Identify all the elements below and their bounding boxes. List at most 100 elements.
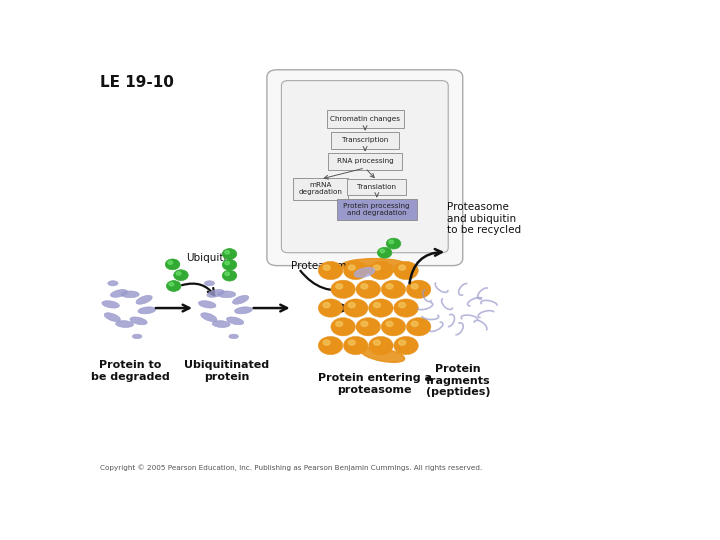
FancyBboxPatch shape <box>293 178 348 200</box>
Circle shape <box>225 272 230 275</box>
Circle shape <box>331 318 356 336</box>
Circle shape <box>406 280 431 299</box>
Circle shape <box>356 280 381 299</box>
Circle shape <box>356 318 381 336</box>
Circle shape <box>381 318 406 336</box>
Circle shape <box>394 261 418 280</box>
Circle shape <box>386 321 393 326</box>
Circle shape <box>323 265 330 270</box>
Circle shape <box>411 284 418 289</box>
Ellipse shape <box>235 307 252 314</box>
Text: Chromatin changes: Chromatin changes <box>330 116 400 122</box>
Circle shape <box>323 340 330 345</box>
Ellipse shape <box>354 268 374 277</box>
Text: Copyright © 2005 Pearson Education, Inc. Publishing as Pearson Benjamin Cummings: Copyright © 2005 Pearson Education, Inc.… <box>100 465 482 471</box>
Ellipse shape <box>204 281 215 286</box>
Circle shape <box>348 265 355 270</box>
Text: Protein processing
and degradation: Protein processing and degradation <box>343 203 410 216</box>
Text: Proteasome: Proteasome <box>291 261 353 271</box>
Circle shape <box>348 340 355 345</box>
Ellipse shape <box>199 301 216 308</box>
Circle shape <box>169 282 174 286</box>
Ellipse shape <box>138 307 156 314</box>
Ellipse shape <box>361 348 405 362</box>
Circle shape <box>369 261 393 280</box>
FancyBboxPatch shape <box>327 110 404 128</box>
Ellipse shape <box>201 313 217 322</box>
Circle shape <box>361 321 368 326</box>
Circle shape <box>411 321 418 326</box>
Ellipse shape <box>116 321 134 327</box>
FancyBboxPatch shape <box>337 199 417 220</box>
Circle shape <box>348 302 355 308</box>
Ellipse shape <box>227 317 243 325</box>
Ellipse shape <box>233 295 249 304</box>
Ellipse shape <box>102 301 120 308</box>
FancyBboxPatch shape <box>328 153 402 170</box>
Circle shape <box>318 299 343 317</box>
Ellipse shape <box>132 334 142 339</box>
Circle shape <box>176 272 181 275</box>
Circle shape <box>369 336 393 355</box>
Circle shape <box>369 299 393 317</box>
Ellipse shape <box>110 289 127 298</box>
Text: Ubiquitin: Ubiquitin <box>186 253 234 263</box>
Circle shape <box>374 340 380 345</box>
Text: RNA processing: RNA processing <box>337 158 393 164</box>
Text: LE 19-10: LE 19-10 <box>100 75 174 90</box>
Circle shape <box>225 261 230 265</box>
Circle shape <box>377 247 392 258</box>
Circle shape <box>166 259 180 270</box>
Circle shape <box>343 299 368 317</box>
Circle shape <box>336 284 343 289</box>
Ellipse shape <box>341 259 408 273</box>
Circle shape <box>331 280 356 299</box>
Circle shape <box>394 336 418 355</box>
Ellipse shape <box>207 289 224 298</box>
Circle shape <box>389 240 394 244</box>
Circle shape <box>381 280 406 299</box>
Circle shape <box>394 299 418 317</box>
Circle shape <box>222 259 237 270</box>
Text: Proteasome
and ubiquitin
to be recycled: Proteasome and ubiquitin to be recycled <box>447 202 521 235</box>
Circle shape <box>399 302 405 308</box>
Circle shape <box>399 340 405 345</box>
Circle shape <box>336 321 343 326</box>
Ellipse shape <box>212 321 230 327</box>
Text: mRNA
degradation: mRNA degradation <box>299 182 343 195</box>
FancyBboxPatch shape <box>347 179 406 195</box>
Circle shape <box>387 238 401 249</box>
Circle shape <box>323 302 330 308</box>
Circle shape <box>343 261 368 280</box>
Circle shape <box>166 281 181 292</box>
Ellipse shape <box>130 317 147 325</box>
Text: Ubiquitinated
protein: Ubiquitinated protein <box>184 360 269 382</box>
Circle shape <box>225 251 230 254</box>
Circle shape <box>399 265 405 270</box>
FancyBboxPatch shape <box>282 80 449 253</box>
Ellipse shape <box>104 313 120 322</box>
Text: Protein to
be degraded: Protein to be degraded <box>91 360 169 382</box>
Ellipse shape <box>229 334 238 339</box>
Ellipse shape <box>136 295 152 304</box>
Ellipse shape <box>121 291 139 298</box>
Circle shape <box>386 284 393 289</box>
Circle shape <box>318 261 343 280</box>
Text: Protein
fragments
(peptides): Protein fragments (peptides) <box>426 364 490 397</box>
Text: Translation: Translation <box>357 184 396 190</box>
Circle shape <box>318 336 343 355</box>
Circle shape <box>406 318 431 336</box>
Circle shape <box>174 270 188 281</box>
Text: Transcription: Transcription <box>342 138 388 144</box>
FancyBboxPatch shape <box>267 70 463 266</box>
Circle shape <box>380 249 384 253</box>
Circle shape <box>343 336 368 355</box>
Text: Protein entering a
proteasome: Protein entering a proteasome <box>318 373 431 395</box>
Circle shape <box>222 270 237 281</box>
Circle shape <box>222 248 237 259</box>
Ellipse shape <box>217 291 235 298</box>
Circle shape <box>168 261 173 265</box>
Circle shape <box>374 265 380 270</box>
Circle shape <box>361 284 368 289</box>
Ellipse shape <box>108 281 118 286</box>
